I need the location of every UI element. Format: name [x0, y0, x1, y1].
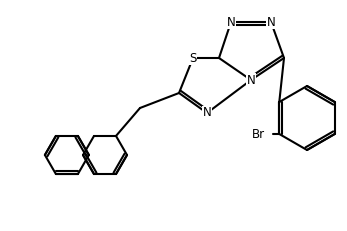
- Text: N: N: [227, 15, 235, 28]
- Text: S: S: [189, 52, 197, 64]
- Text: N: N: [203, 106, 211, 119]
- Text: N: N: [266, 15, 276, 28]
- Text: N: N: [247, 73, 255, 86]
- Text: Br: Br: [252, 128, 265, 140]
